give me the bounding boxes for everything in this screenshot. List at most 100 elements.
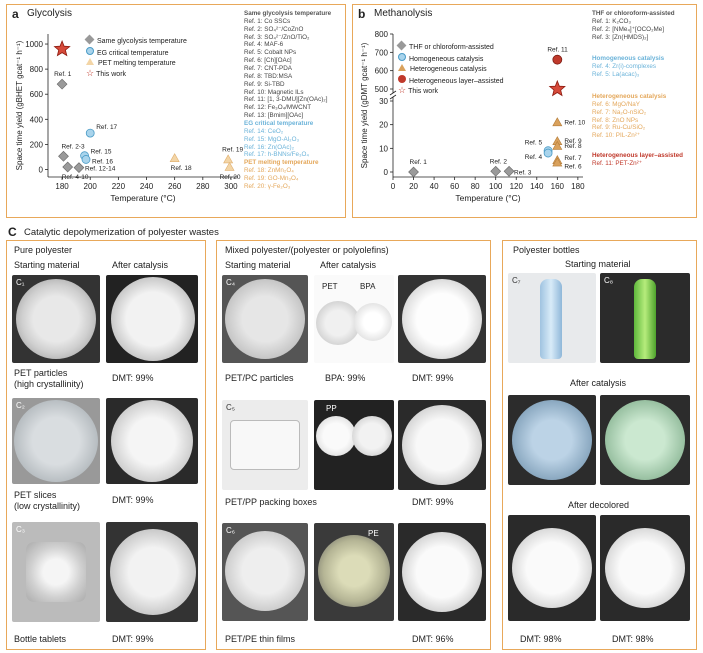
ref-layer-0: Ref. 11: PET-Zn²⁺ (592, 160, 643, 168)
tag-c4: C₄ (226, 278, 236, 287)
photo-c6-start: C₆ (222, 523, 308, 621)
b-point-10 (552, 54, 563, 65)
panel-b-legend: THF or chloroform-assisted Homogeneous c… (396, 40, 504, 97)
photo-c6-after (398, 523, 486, 621)
inset-pet: PET (322, 282, 338, 291)
ref-same-3: Ref. 4: MAF-6 (244, 41, 284, 49)
pure-polyester-frame (6, 240, 206, 650)
panel-b-title: Methanolysis (374, 8, 433, 19)
result-c5: DMT: 99% (412, 497, 454, 507)
b-xtick-label: 160 (551, 182, 565, 191)
refs-heading-thf: THF or chloroform-assisted (592, 10, 675, 17)
panel-a-refs: Same glycolysis temperature Ref. 1: Co S… (244, 10, 344, 191)
bottles-frame (502, 240, 697, 650)
b-ylabel: Space time yield (gDMT gcat⁻¹ h⁻¹) (360, 42, 369, 168)
refs-heading-pet: PET melting temperature (244, 159, 319, 167)
a-point-9 (224, 161, 235, 171)
tag-c7: C₇ (512, 276, 521, 285)
refs-heading-homo: Homogeneous catalysis (592, 55, 665, 63)
refs-heading-hetero: Heterogeneous catalysis (592, 93, 667, 101)
photo-c8-bottle-green: C₈ (600, 273, 690, 363)
b-ytick-label: 0 (384, 168, 389, 177)
photo-c2-start: C₂ (12, 398, 100, 484)
b-point-9 (552, 157, 563, 167)
panel-a-title: Glycolysis (27, 8, 73, 19)
ref-same-4: Ref. 5: Cobalt NPs (244, 49, 297, 57)
panel-b-frame (352, 4, 697, 218)
legend-thf: THF or chloroform-assisted (409, 44, 494, 51)
photo-c1-start: C₁ (12, 275, 100, 363)
b-point-label-5: Ref. 10 (564, 119, 585, 126)
b-point-4 (543, 148, 553, 158)
caption-c2-2: (low crystallinity) (14, 501, 81, 511)
tag-c5: C₅ (226, 403, 235, 412)
b-xlabel: Temperature (°C) (455, 193, 520, 203)
a-point-6 (85, 128, 95, 138)
b-point-7 (552, 140, 563, 150)
result-c2: DMT: 99% (112, 495, 154, 505)
photo-bottle-after-green (600, 395, 690, 485)
circle-blue-icon (86, 47, 94, 55)
bottles-starting: Starting material (565, 259, 631, 269)
caption-c6: PET/PE thin films (225, 634, 296, 644)
photo-c2-after (106, 398, 198, 484)
b-xtick-label: 80 (471, 182, 480, 191)
a-point-label-7: Ref. 18 (171, 165, 192, 172)
ref-same-10: Ref. 11: [1, 3-DMU][Zn(OAc)₂] (244, 96, 328, 104)
b-point-1 (490, 165, 502, 177)
b-xtick-label: 40 (430, 182, 439, 191)
b-ytick-label: 600 (375, 67, 389, 76)
a-point-8 (223, 154, 234, 164)
ref-eg-2: Ref. 16: Zn(OAc)₂ (244, 143, 295, 151)
b-point-label-6: Ref. 9 (564, 138, 582, 145)
b-ytick-label: 10 (379, 144, 388, 153)
a-point-10 (53, 40, 71, 57)
b-point-11 (548, 79, 566, 97)
photo-c3-after (106, 522, 198, 622)
pure-col-start: Starting material (14, 260, 80, 270)
bottles-after-decolored: After decolored (568, 500, 630, 510)
a-ytick-label: 1000 (25, 40, 43, 49)
b-point-label-7: Ref. 8 (564, 143, 582, 150)
photo-c4-mid: PET BPA (314, 275, 394, 363)
panel-a-letter: a (12, 7, 19, 21)
tag-c3: C₃ (16, 525, 26, 534)
photo-c5-start: C₅ (222, 400, 308, 490)
panel-c-letter: C (8, 225, 17, 239)
bottles-result-2: DMT: 98% (612, 634, 654, 644)
photo-c4-start: C₄ (222, 275, 308, 363)
b-xtick-label: 0 (391, 182, 396, 191)
b-xtick-label: 180 (571, 182, 585, 191)
ref-same-7: Ref. 8: TBD:MSA (244, 72, 293, 80)
a-point-1 (58, 150, 69, 162)
hexagon-red-icon (398, 75, 406, 83)
b-point-label-9: Ref. 6 (564, 164, 582, 171)
a-point-5 (81, 155, 91, 164)
result-c1: DMT: 99% (112, 373, 154, 383)
a-xtick-label: 280 (196, 182, 210, 191)
ref-same-6: Ref. 7: CNT-PDA (244, 65, 292, 73)
mixed-polyester-frame (216, 240, 491, 650)
circle-blue-icon (398, 53, 406, 61)
b-ytick-label: 500 (375, 85, 389, 94)
a-point-label-8: Ref. 19 (222, 146, 243, 153)
a-ytick-label: 400 (30, 115, 44, 124)
inset-bpa: BPA (360, 282, 376, 291)
ref-thf-0: Ref. 1: K₂CO₃ (592, 17, 631, 25)
b-point-label-0: Ref. 1 (410, 159, 428, 166)
ref-same-12: Ref. 13: [Bmim][OAc] (244, 112, 304, 120)
a-point-3 (73, 162, 85, 173)
a-xtick-label: 220 (112, 182, 126, 191)
ref-same-11: Ref. 12: Fe₃O₄/MWCNT (244, 104, 312, 112)
a-ytick-label: 600 (30, 90, 44, 99)
a-point-7 (169, 153, 180, 162)
ref-eg-3: Ref. 17: h-BNNs/Fe₃O₄ (244, 151, 309, 159)
b-ytick-label: 30 (379, 97, 388, 106)
b-ytick-label: 20 (379, 121, 388, 130)
ref-hetero-4: Ref. 10: PIL-Zn²⁺ (592, 132, 641, 140)
ref-same-1: Ref. 2: SO₄²⁻/CoZnO (244, 25, 304, 33)
result-c3: DMT: 99% (112, 634, 154, 644)
b-xtick-label: 120 (510, 182, 524, 191)
ref-same-9: Ref. 10: Magnetic ILs (244, 88, 304, 96)
b-axis-break (389, 90, 397, 96)
